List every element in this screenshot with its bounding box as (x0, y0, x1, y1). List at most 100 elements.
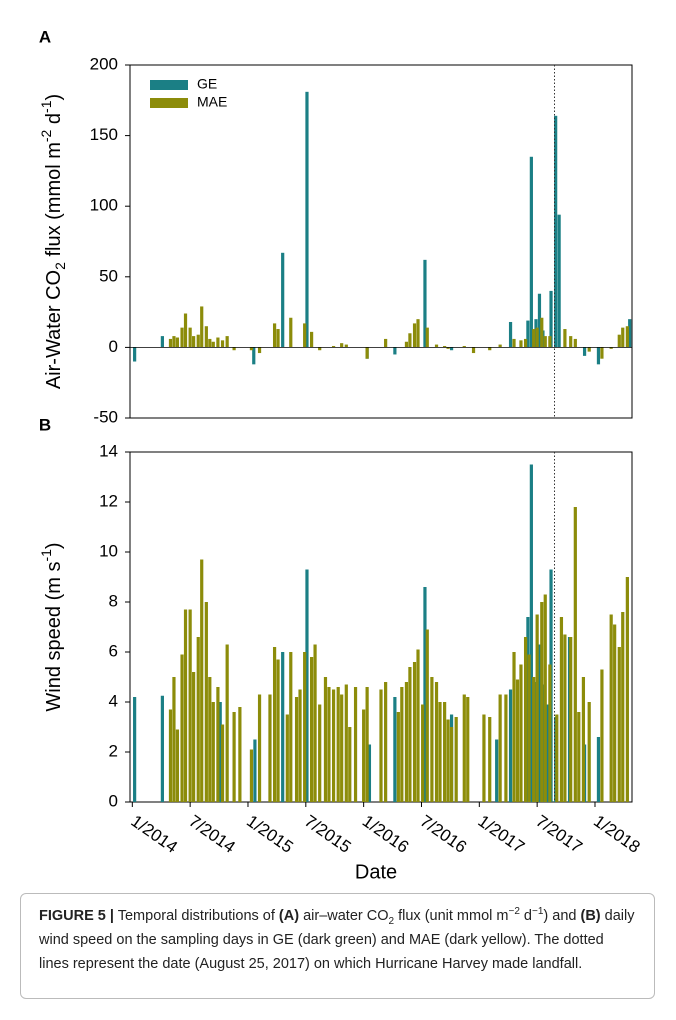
bar (318, 347, 322, 351)
bar (504, 694, 508, 802)
bar (563, 634, 567, 802)
bar (498, 694, 502, 802)
bar (188, 609, 192, 802)
bar (443, 345, 447, 348)
bar (379, 689, 383, 802)
bar (133, 347, 137, 362)
bar (305, 91, 309, 348)
caption-part: −2 (508, 906, 520, 918)
bar (416, 319, 420, 348)
bar (523, 637, 528, 802)
y-axis-label-part: Air-Water CO (43, 270, 65, 389)
bar (408, 333, 412, 348)
bar (446, 719, 450, 802)
bar (600, 347, 604, 359)
bar (621, 612, 625, 802)
bar (438, 702, 442, 802)
bar (600, 669, 604, 802)
bar (412, 662, 417, 802)
x-tick-label: 1/2017 (474, 811, 527, 856)
x-tick-label: 7/2014 (185, 811, 238, 856)
bar (557, 214, 561, 348)
bar (272, 323, 277, 348)
caption-part: −1 (532, 906, 544, 918)
bar (559, 617, 564, 802)
bar (393, 347, 397, 355)
bar (609, 614, 613, 802)
bar (200, 559, 204, 802)
bar (208, 338, 212, 348)
bar (281, 252, 285, 348)
bar (416, 649, 420, 802)
bar (238, 707, 242, 802)
y-axis-label-part: flux (mmol m (43, 142, 65, 262)
bar (400, 687, 404, 802)
bar (529, 464, 533, 802)
bar (175, 729, 180, 802)
bar (289, 652, 293, 802)
bar (393, 697, 397, 802)
bar (232, 347, 236, 351)
bar (281, 652, 285, 802)
y-tick-label: 50 (99, 266, 118, 285)
caption: FIGURE 5 | Temporal distributions of (A)… (20, 893, 655, 999)
caption-part: daily wind speed on the sampling days in… (39, 908, 635, 972)
bar (204, 602, 208, 802)
bar (220, 340, 225, 348)
bar (577, 712, 581, 802)
panel-label: A (39, 27, 51, 46)
bar (569, 336, 573, 348)
bar (537, 293, 542, 348)
bar (327, 687, 331, 802)
bar (225, 336, 229, 348)
bar (289, 317, 293, 348)
bar (430, 677, 434, 802)
y-tick-label: 4 (109, 691, 118, 710)
bar (449, 347, 454, 351)
bar (188, 327, 192, 348)
bar (529, 156, 533, 348)
bar (336, 687, 340, 802)
bar (526, 320, 530, 348)
bar (462, 345, 466, 348)
bar (519, 664, 523, 802)
y-axis-label: Wind speed (m s-1) (38, 542, 66, 711)
bar (196, 637, 200, 802)
bar (628, 319, 632, 348)
bar (508, 321, 513, 348)
bar (365, 687, 369, 802)
plot-frame (129, 64, 633, 419)
bar (362, 709, 366, 802)
y-tick-label: -50 (93, 407, 118, 426)
x-axis-label: Date (355, 861, 397, 883)
panel-label: B (39, 415, 51, 434)
legend-swatch (150, 80, 188, 90)
bar (344, 344, 348, 348)
bar (384, 338, 388, 348)
caption-part: 2 (388, 915, 395, 927)
y-axis-label-part: 2 (52, 262, 68, 270)
caption-part: d (519, 908, 532, 924)
legend-label: MAE (197, 94, 227, 110)
bar (545, 704, 550, 802)
bar (133, 697, 137, 802)
bar (535, 327, 539, 348)
y-axis-label-part: ) (43, 542, 65, 549)
bar (232, 712, 236, 802)
bar (180, 327, 184, 348)
bar (425, 327, 429, 348)
bar (425, 629, 429, 802)
y-axis-label-part: d (43, 113, 65, 130)
bar (331, 689, 336, 802)
bar (211, 702, 215, 802)
bar (548, 664, 552, 802)
y-tick-label: 2 (109, 741, 118, 760)
caption-part: air–water CO (299, 908, 389, 924)
bar (625, 326, 629, 348)
bar (276, 659, 280, 802)
bar (423, 259, 427, 348)
bar (180, 654, 184, 802)
bar (211, 341, 215, 348)
